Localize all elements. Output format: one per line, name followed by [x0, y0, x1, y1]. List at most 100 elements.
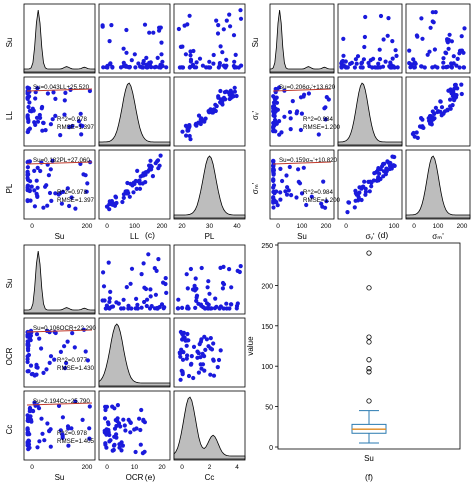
point-d-0-1 [345, 65, 350, 70]
point-d-1-0 [277, 132, 282, 137]
point-c-0-2 [183, 52, 188, 57]
xtick-d-0-2: 200 [321, 223, 332, 230]
panel-e-1-0 [23, 317, 96, 388]
point-d-2-1 [387, 166, 392, 172]
point-e-1-2 [202, 334, 207, 339]
point-e-2-0 [27, 445, 32, 450]
point-d-2-1 [362, 179, 367, 184]
point-e-2-0 [35, 445, 40, 450]
point-c-0-1 [159, 40, 164, 45]
point-d-0-1 [363, 14, 368, 20]
point-d-0-1 [355, 54, 361, 59]
point-c-2-0 [65, 186, 70, 191]
point-e-1-2 [184, 356, 189, 361]
point-d-0-2 [441, 56, 446, 61]
point-c-1-0 [53, 113, 58, 118]
point-d-0-1 [376, 61, 381, 66]
point-d-0-1 [378, 13, 384, 19]
point-c-2-1 [112, 201, 117, 206]
point-c-2-0 [32, 188, 37, 193]
point-e-0-1 [126, 306, 131, 311]
panel-label-f: (f) [365, 472, 373, 482]
point-c-2-1 [155, 159, 160, 164]
point-e-1-2 [191, 375, 196, 381]
point-e-2-0 [73, 399, 78, 404]
point-d-1-0 [290, 99, 295, 104]
point-d-1-2 [411, 130, 416, 136]
point-e-1-2 [195, 349, 200, 354]
point-c-0-2 [224, 18, 229, 23]
outlier-2 [366, 366, 372, 372]
fit-line-c-2 [26, 161, 93, 165]
point-e-2-0 [87, 426, 92, 431]
point-c-2-1 [134, 186, 139, 191]
point-d-0-2 [445, 64, 451, 69]
xlabel-f: Su [364, 454, 374, 463]
point-c-0-1 [132, 52, 137, 57]
point-c-0-2 [179, 65, 184, 70]
point-c-0-1 [136, 61, 141, 66]
point-c-2-0 [46, 173, 52, 178]
panel-e-2-0 [23, 390, 96, 461]
point-e-2-0 [30, 408, 35, 413]
point-d-0-2 [457, 65, 462, 70]
fit-equation-e-1: Su=0.106OCR+22.290 [33, 325, 97, 332]
ytick-f-0: 0 [269, 445, 273, 452]
ylabel-f: value [246, 336, 255, 356]
point-e-1-2 [199, 366, 204, 371]
point-e-0-1 [148, 294, 153, 299]
point-e-2-0 [40, 431, 45, 436]
point-e-2-0 [25, 442, 30, 447]
point-d-1-2 [451, 96, 456, 101]
point-e-0-1 [143, 286, 149, 292]
point-d-2-0 [324, 199, 329, 204]
point-e-0-2 [205, 285, 210, 290]
panel-e-0-1 [98, 244, 171, 315]
point-d-2-1 [366, 179, 371, 184]
point-e-1-2 [218, 348, 223, 353]
panel-c-2-1 [98, 149, 171, 220]
point-e-2-1 [115, 403, 120, 408]
point-e-1-0 [62, 366, 68, 371]
point-e-0-1 [106, 260, 111, 265]
point-d-0-1 [387, 64, 392, 69]
point-e-2-1 [138, 427, 143, 433]
point-e-1-2 [197, 342, 202, 347]
point-c-1-0 [40, 104, 45, 110]
point-c-0-1 [124, 27, 129, 33]
point-e-2-1 [103, 407, 108, 413]
point-e-1-0 [72, 345, 77, 350]
fit-r2-c-2: R^2=0.978 [57, 189, 87, 196]
panel-d-2-1 [337, 149, 403, 220]
point-e-2-0 [36, 406, 42, 411]
ytick-f-4: 200 [261, 283, 273, 290]
point-c-2-1 [127, 194, 132, 199]
panel-c-0-2 [173, 3, 246, 74]
point-d-1-0 [322, 106, 327, 111]
point-e-2-0 [27, 405, 33, 411]
point-e-0-1 [114, 300, 119, 305]
point-d-0-1 [393, 48, 398, 53]
point-c-1-0 [27, 86, 32, 91]
point-c-1-0 [79, 132, 84, 137]
point-d-0-1 [362, 34, 367, 40]
point-c-2-0 [25, 188, 30, 193]
point-d-0-1 [358, 65, 363, 70]
point-d-1-0 [288, 116, 293, 121]
point-e-0-1 [108, 289, 113, 294]
point-d-2-0 [278, 166, 283, 171]
point-e-2-0 [25, 413, 30, 418]
point-e-0-2 [208, 306, 213, 311]
point-d-2-0 [271, 205, 276, 210]
point-c-2-0 [50, 158, 55, 163]
ylabel-d-1: σᵥ' [251, 111, 260, 121]
point-c-0-1 [156, 65, 161, 70]
point-c-2-1 [104, 204, 110, 209]
xtick-e-1-0: 0 [105, 464, 109, 471]
point-d-0-2 [441, 60, 446, 65]
panel-c-1-0 [23, 76, 96, 147]
point-c-0-2 [238, 8, 243, 13]
outlier-7 [366, 250, 372, 256]
point-d-0-2 [430, 65, 435, 70]
point-d-2-0 [319, 201, 324, 206]
